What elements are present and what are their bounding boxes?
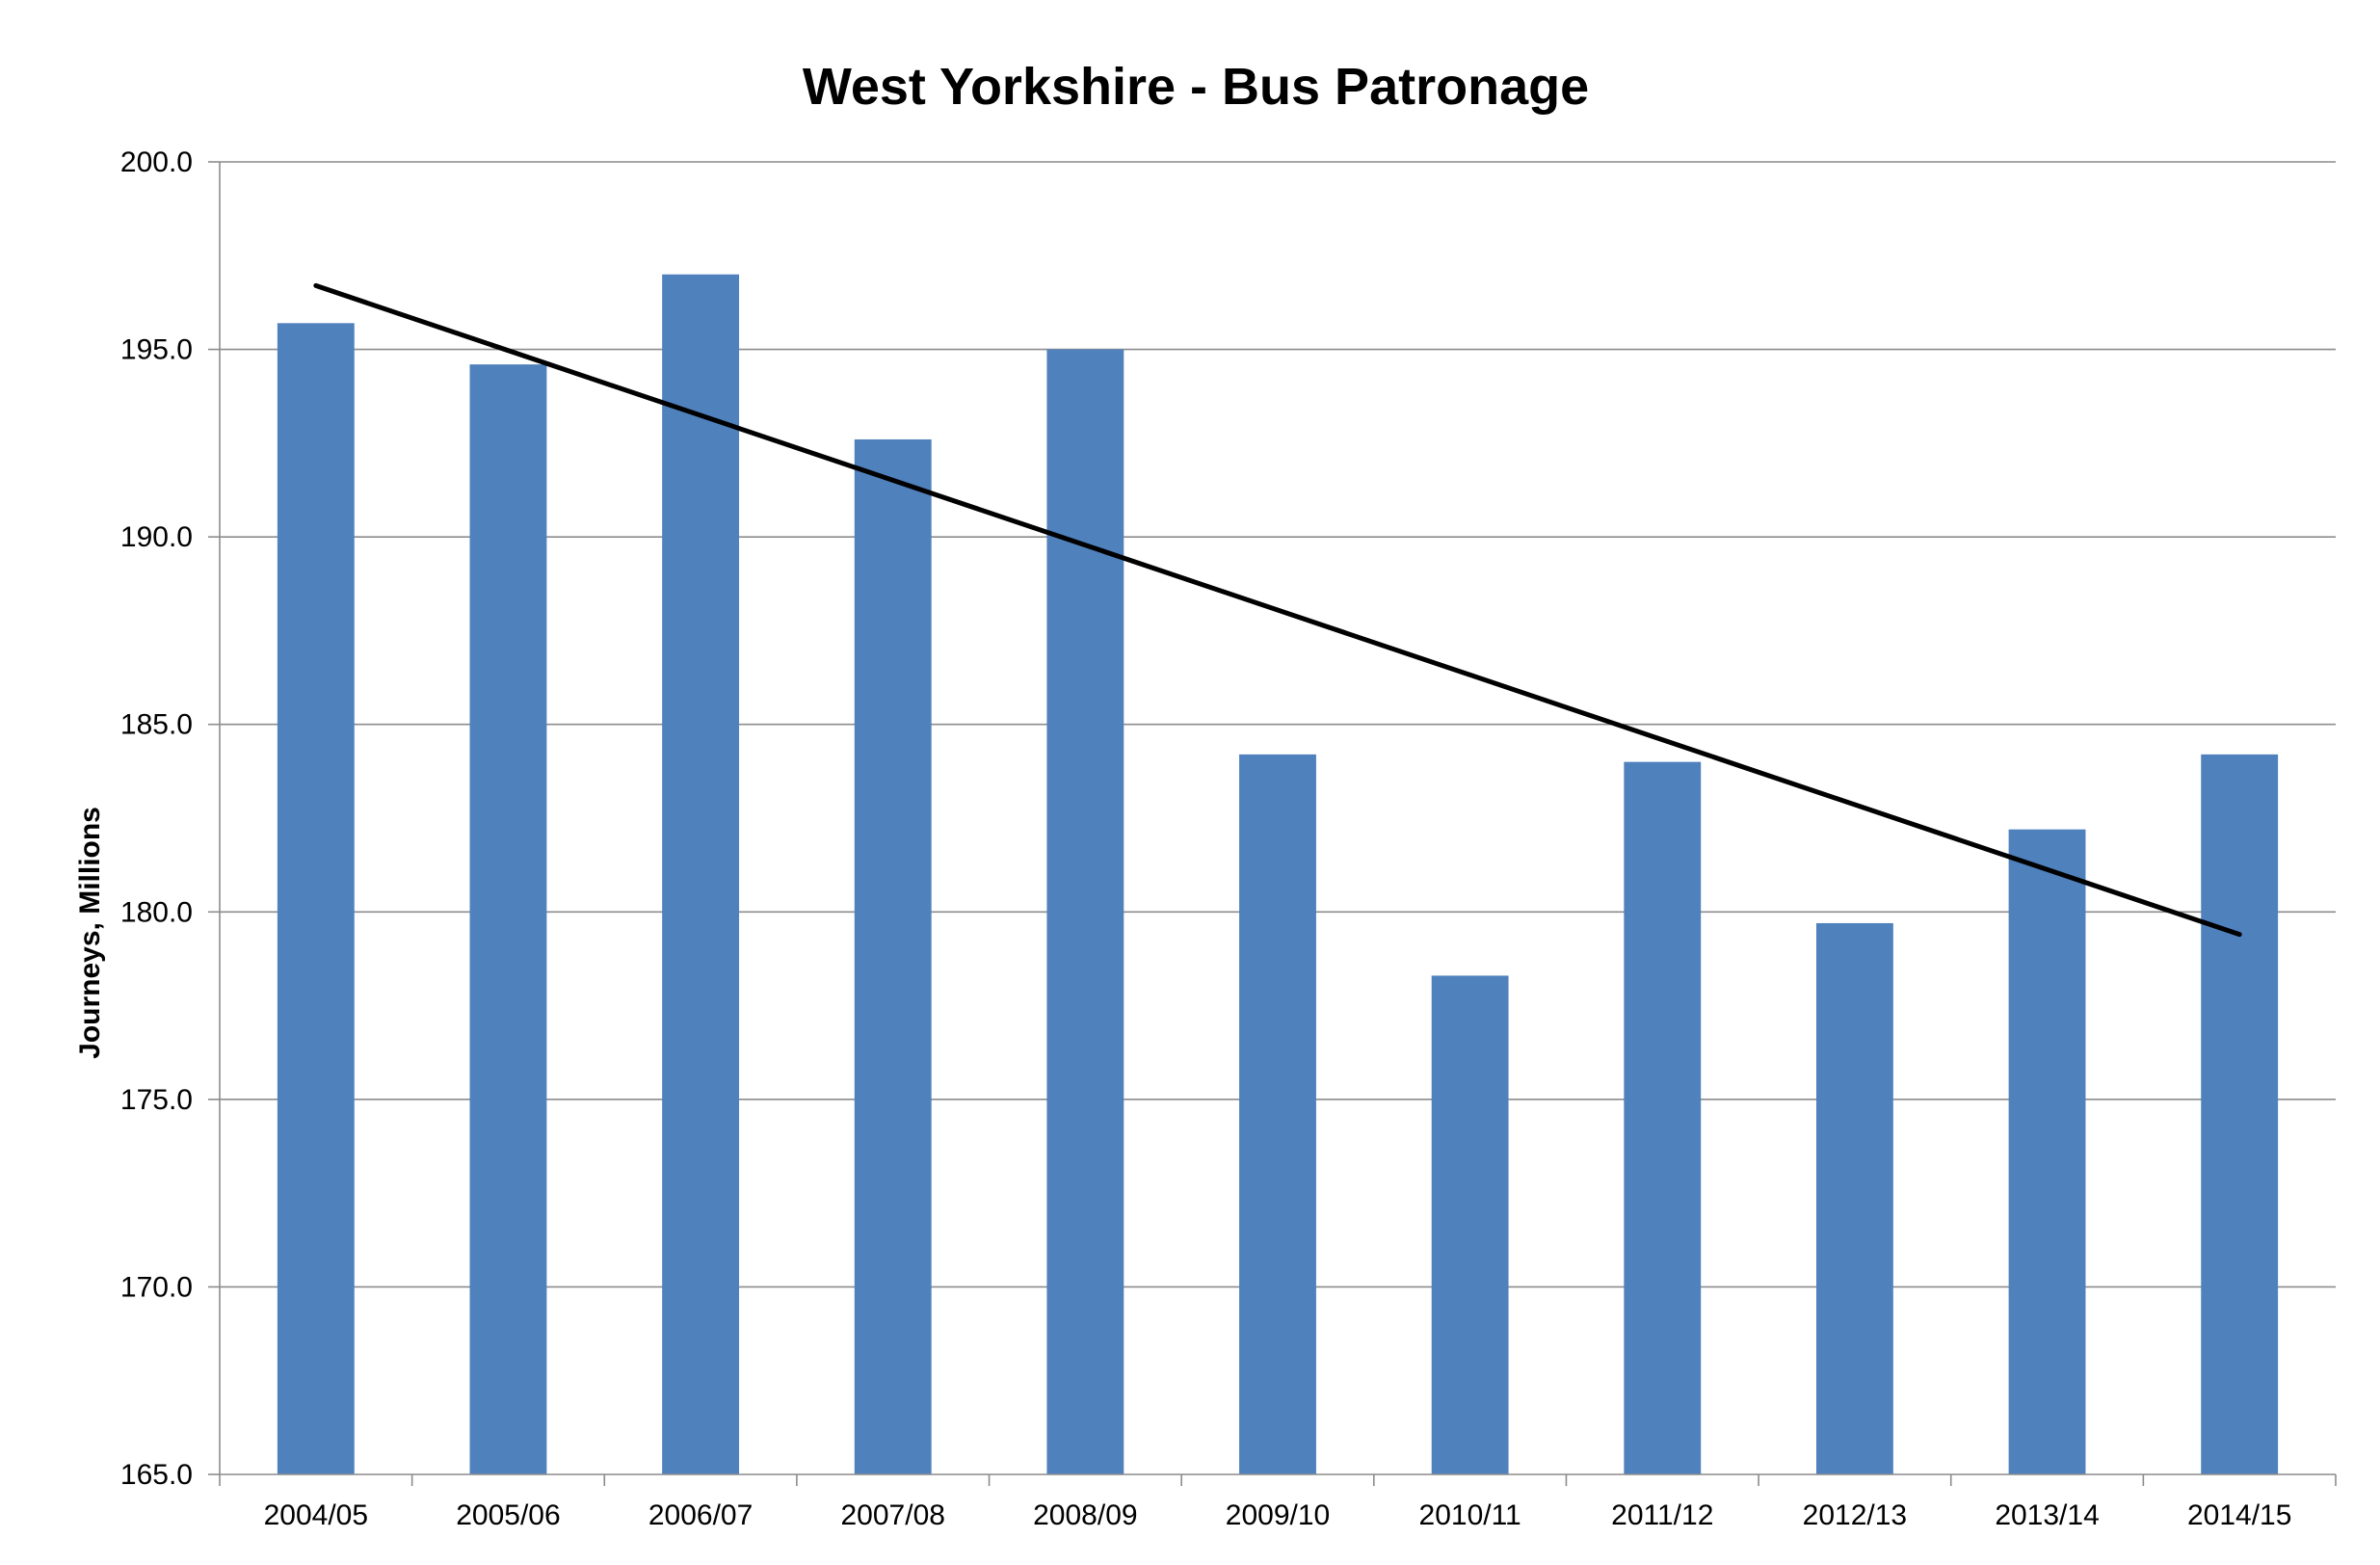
bar — [277, 323, 355, 1474]
bar — [2201, 754, 2279, 1474]
trendline-layer — [313, 282, 2242, 938]
x-tick-label: 2013/14 — [1995, 1499, 2099, 1531]
x-tick-label: 2011/12 — [1611, 1499, 1713, 1531]
y-tick-label: 180.0 — [120, 896, 193, 928]
x-tick-label: 2014/15 — [2187, 1499, 2291, 1531]
chart-title: West Yorkshire - Bus Patronage — [803, 58, 1589, 116]
y-axis-label: Journeys, Millions — [74, 807, 106, 1059]
y-tick-label: 185.0 — [120, 709, 193, 741]
axes — [208, 161, 2337, 1486]
y-tick-label: 165.0 — [120, 1459, 193, 1491]
trendline — [313, 282, 2242, 938]
x-tick-label: 2009/10 — [1226, 1499, 1330, 1531]
y-tick-label: 190.0 — [120, 521, 193, 553]
y-tick-labels: 165.0 170.0 175.0 180.0 185.0 190.0 195.0 200.0 — [120, 146, 193, 1491]
x-tick-label: 2005/06 — [456, 1499, 560, 1531]
bar — [1431, 975, 1509, 1474]
y-tick-label: 175.0 — [120, 1084, 193, 1116]
y-tick-label: 170.0 — [120, 1271, 193, 1303]
bar — [469, 364, 547, 1474]
x-tick-label: 2007/08 — [841, 1499, 945, 1531]
x-tick-label: 2012/13 — [1803, 1499, 1907, 1531]
bar — [1624, 761, 1702, 1474]
x-tick-label: 2008/09 — [1033, 1499, 1137, 1531]
y-tick-label: 200.0 — [120, 146, 193, 178]
x-tick-label: 2004/05 — [264, 1499, 368, 1531]
y-tick-label: 195.0 — [120, 334, 193, 366]
bars — [277, 274, 2279, 1475]
bar — [662, 274, 740, 1474]
bar — [1815, 922, 1893, 1474]
bar — [1239, 754, 1316, 1474]
bar — [2008, 829, 2086, 1474]
x-tick-labels: 2004/05 2005/06 2006/07 2007/08 2008/09 2009/… — [264, 1499, 2292, 1531]
bar — [1046, 349, 1124, 1475]
bar — [854, 438, 932, 1475]
x-tick-label: 2010/11 — [1419, 1499, 1521, 1531]
x-tick-label: 2006/07 — [648, 1499, 753, 1531]
